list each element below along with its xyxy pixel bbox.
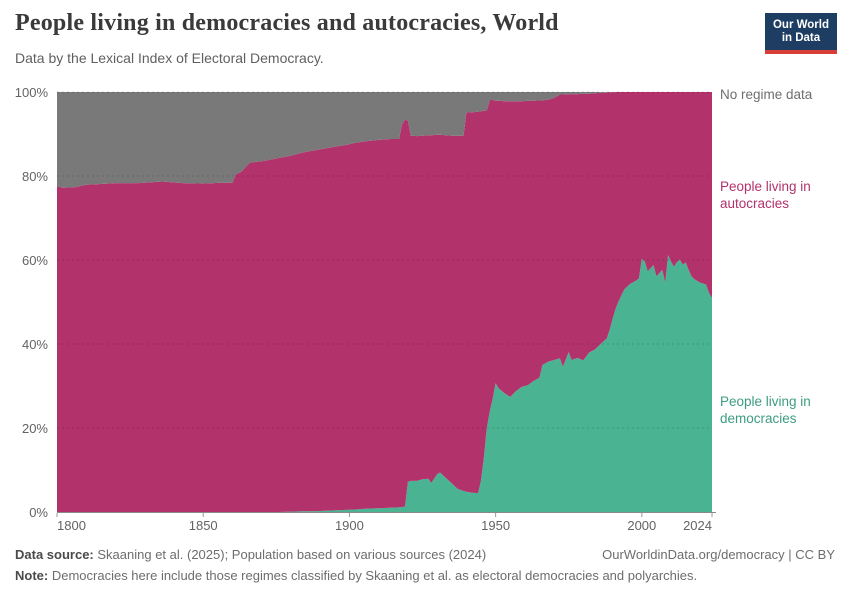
y-tick-label-40: 40%: [21, 337, 48, 352]
series-label-democracies: People living in democracies: [720, 394, 811, 426]
y-tick-label-0: 0%: [29, 505, 48, 520]
owid-logo-line2: in Data: [781, 32, 821, 44]
y-tick-label-100: 100%: [14, 85, 48, 100]
page-subtitle: Data by the Lexical Index of Electoral D…: [15, 50, 324, 66]
series-label-no-regime-data: No regime data: [720, 87, 813, 102]
area-no-regime-data[interactable]: [57, 92, 712, 188]
note-text: Democracies here include those regimes c…: [51, 568, 698, 583]
x-tick-label-1900: 1900: [334, 518, 364, 533]
owid-logo-line1: Our World: [772, 19, 829, 31]
x-tick-label-1800: 1800: [57, 518, 86, 533]
note-line: Note: Democracies here include those reg…: [15, 565, 697, 586]
x-tick-label-1950: 1950: [481, 518, 511, 533]
note-label: Note:: [15, 568, 49, 583]
page-title: People living in democracies and autocra…: [15, 10, 559, 36]
x-tick-label-2024: 2024: [683, 518, 712, 533]
area-democracies[interactable]: [57, 255, 712, 512]
x-tick-label-1850: 1850: [188, 518, 218, 533]
area-autocracies[interactable]: [57, 92, 712, 512]
data-source-label: Data source:: [15, 547, 94, 562]
series-label-autocracies: People living in autocracies: [720, 179, 811, 211]
chart-footer: Data source: Skaaning et al. (2025); Pop…: [15, 544, 835, 586]
data-source-text: Skaaning et al. (2025); Population based…: [97, 547, 487, 562]
owid-logo[interactable]: Our World in Data: [764, 13, 837, 54]
data-source-line: Data source: Skaaning et al. (2025); Pop…: [15, 544, 486, 565]
owid-cc-link[interactable]: OurWorldinData.org/democracy | CC BY: [602, 547, 835, 562]
x-tick-label-2000: 2000: [627, 518, 657, 533]
y-tick-label-60: 60%: [21, 253, 48, 268]
y-tick-label-80: 80%: [21, 169, 48, 184]
y-tick-label-20: 20%: [21, 421, 48, 436]
